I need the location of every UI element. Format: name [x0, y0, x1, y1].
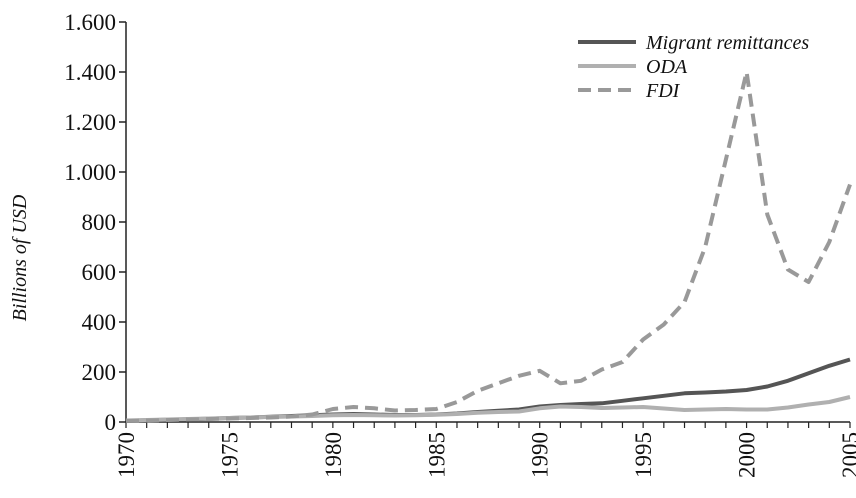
legend-label: FDI	[645, 80, 681, 102]
y-tick-label: 800	[82, 210, 117, 235]
y-axis-title: Billions of USD	[9, 194, 31, 321]
y-tick-label: 0	[105, 410, 117, 435]
y-tick-label: 1.000	[64, 160, 116, 185]
x-tick-label: 1990	[528, 432, 553, 478]
y-tick-label: 200	[82, 360, 117, 385]
y-tick-label: 1.400	[64, 60, 116, 85]
x-tick-label: 2000	[735, 432, 760, 478]
y-tick-label: 400	[82, 310, 117, 335]
x-tick-label: 1970	[114, 432, 139, 478]
x-tick-label: 1975	[217, 432, 242, 478]
legend-label: ODA	[646, 56, 688, 78]
series-line-fdi	[125, 70, 852, 423]
x-tick-label: 1985	[424, 432, 449, 478]
x-tick-label: 1995	[631, 432, 656, 478]
y-tick-label: 1.600	[64, 10, 116, 35]
x-tick-label: 1980	[321, 432, 346, 478]
legend-label: Migrant remittances	[645, 32, 809, 54]
y-tick-label: 1.200	[64, 110, 116, 135]
x-tick-label: 2005	[838, 432, 856, 478]
y-tick-label: 600	[82, 260, 117, 285]
